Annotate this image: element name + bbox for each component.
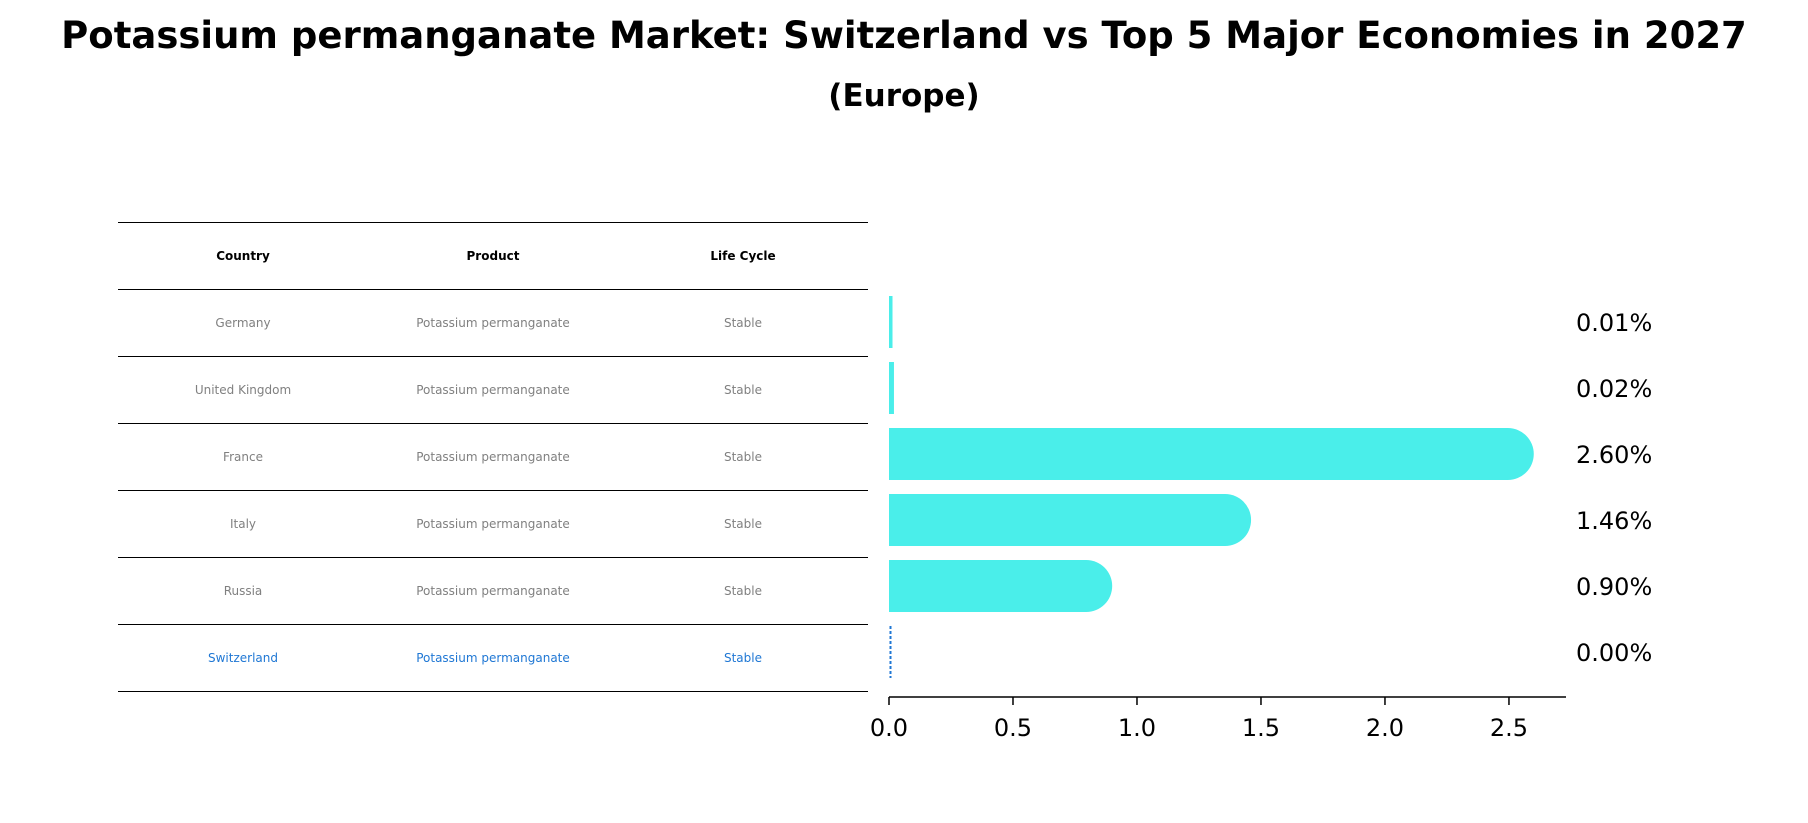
product-cell: Potassium permanganate [416,316,570,330]
bar-united-kingdom [889,362,894,414]
value-label: 0.00% [1576,639,1652,667]
chart-subtitle: (Europe) [828,78,980,114]
bar-russia [889,560,1113,612]
value-label: 2.60% [1576,441,1652,469]
x-tick-label: 0.5 [994,714,1032,742]
x-tick-label: 2.0 [1366,714,1404,742]
product-cell: Potassium permanganate [416,651,570,665]
country-cell: France [223,450,263,464]
country-cell: Italy [229,517,257,531]
product-cell: Potassium permanganate [416,450,570,464]
value-label: 0.01% [1576,309,1652,337]
table-header-row: Country Product Life Cycle [118,222,868,290]
product-cell: Potassium permanganate [416,584,570,598]
table-row: United Kingdom Potassium permanganate St… [118,357,868,424]
life-cycle-cell: Stable [723,517,762,531]
bar-france [889,428,1534,480]
table-row: France Potassium permanganate Stable [118,424,868,491]
table-row: Germany Potassium permanganate Stable [118,290,868,357]
life-cycle-cell: Stable [723,651,762,665]
product-cell: Potassium permanganate [416,517,570,531]
data-table: Country Product Life Cycle Germany Potas… [118,222,868,692]
x-tick-label: 1.0 [1118,714,1156,742]
x-tick-label: 2.5 [1490,714,1528,742]
header-product: Product [466,249,520,263]
value-label: 0.02% [1576,375,1652,403]
value-label: 1.46% [1576,507,1652,535]
product-cell: Potassium permanganate [416,383,570,397]
table-row: Russia Potassium permanganate Stable [118,558,868,625]
life-cycle-cell: Stable [723,450,762,464]
header-country: Country [216,249,270,263]
country-cell: Switzerland [208,651,278,665]
table-row: Italy Potassium permanganate Stable [118,491,868,558]
country-cell: Russia [223,584,263,598]
life-cycle-cell: Stable [723,584,762,598]
bar-germany [889,296,893,348]
chart-title: Potassium permanganate Market: Switzerla… [61,14,1747,57]
value-label: 0.90% [1576,573,1652,601]
table-row-highlighted: Switzerland Potassium permanganate Stabl… [118,625,868,692]
country-cell: United Kingdom [194,383,292,397]
country-cell: Germany [215,316,271,330]
bar-italy [889,494,1252,546]
x-tick-label: 1.5 [1242,714,1280,742]
life-cycle-cell: Stable [723,316,762,330]
header-life-cycle: Life Cycle [710,249,776,263]
life-cycle-cell: Stable [723,383,762,397]
x-tick-label: 0.0 [870,714,908,742]
